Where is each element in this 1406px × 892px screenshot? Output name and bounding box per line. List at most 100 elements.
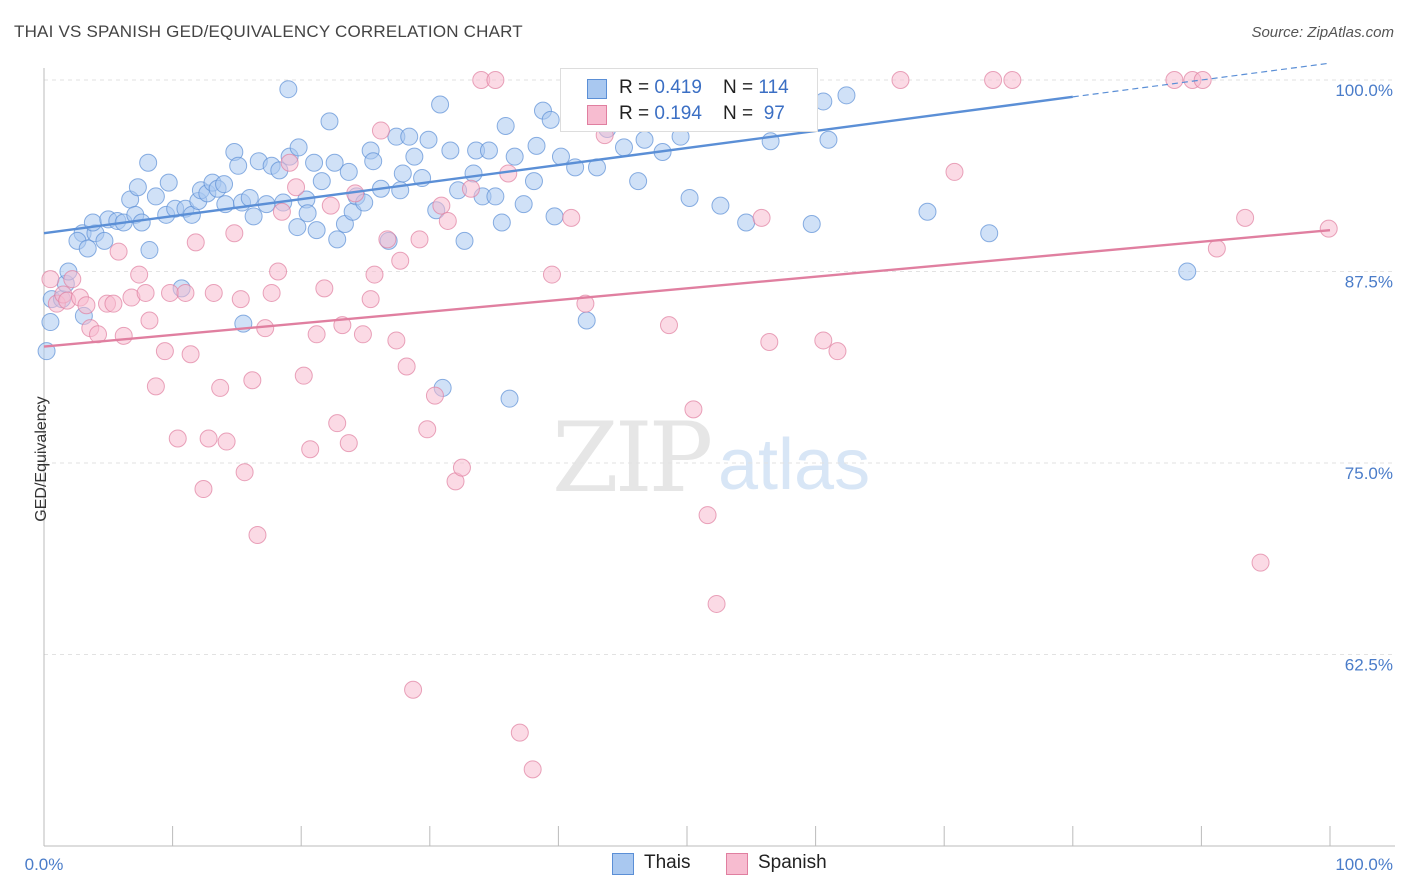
point-spanish bbox=[510, 723, 529, 742]
y-tick-label: 87.5% bbox=[1345, 273, 1393, 292]
point-spanish bbox=[1165, 71, 1184, 89]
legend-label-thais: Thais bbox=[644, 852, 691, 873]
point-spanish bbox=[410, 230, 429, 249]
legend-r-value: 0.194 bbox=[654, 103, 702, 124]
point-spanish bbox=[984, 71, 1003, 89]
point-thais bbox=[159, 173, 178, 192]
point-spanish bbox=[353, 325, 372, 344]
point-thais bbox=[229, 156, 248, 175]
legend-n-label: N = bbox=[723, 103, 759, 124]
point-spanish bbox=[523, 760, 542, 779]
legend-n-value: 97 bbox=[758, 103, 785, 124]
point-spanish bbox=[176, 283, 195, 302]
point-thais bbox=[328, 230, 347, 249]
point-thais bbox=[431, 95, 450, 114]
point-spanish bbox=[1236, 208, 1255, 227]
point-thais bbox=[289, 138, 308, 157]
point-spanish bbox=[248, 526, 267, 545]
point-spanish bbox=[280, 153, 299, 172]
point-spanish bbox=[262, 283, 281, 302]
point-spanish bbox=[418, 420, 437, 439]
point-thais bbox=[78, 239, 97, 258]
point-thais bbox=[215, 175, 234, 194]
point-spanish bbox=[231, 290, 250, 309]
point-spanish bbox=[243, 371, 262, 390]
point-spanish bbox=[77, 296, 96, 315]
point-spanish bbox=[752, 208, 771, 227]
point-spanish bbox=[136, 283, 155, 302]
point-spanish bbox=[339, 434, 358, 453]
point-spanish bbox=[307, 325, 326, 344]
source-credit: Source: ZipAtlas.com bbox=[1251, 24, 1394, 41]
point-spanish bbox=[199, 429, 218, 448]
legend-row-spanish: R = 0.194 N = 97 bbox=[561, 101, 817, 127]
point-thais bbox=[41, 313, 60, 332]
point-spanish bbox=[397, 357, 416, 376]
point-thais bbox=[240, 188, 259, 207]
y-tick-label: 62.5% bbox=[1345, 656, 1393, 675]
point-spanish bbox=[562, 208, 581, 227]
legend-swatch-thais bbox=[587, 79, 607, 99]
point-spanish bbox=[684, 400, 703, 419]
point-spanish bbox=[542, 265, 561, 284]
point-spanish bbox=[114, 326, 133, 345]
point-spanish bbox=[104, 294, 123, 313]
point-spanish bbox=[315, 279, 334, 298]
point-spanish bbox=[146, 377, 165, 396]
point-spanish bbox=[186, 233, 205, 252]
point-thais bbox=[464, 164, 483, 183]
point-spanish bbox=[321, 196, 340, 215]
point-spanish bbox=[272, 202, 291, 221]
point-spanish bbox=[109, 242, 128, 261]
trendline-spanish bbox=[43, 228, 1331, 348]
point-thais bbox=[629, 172, 648, 191]
legend-n-label: N = bbox=[723, 77, 759, 98]
point-spanish bbox=[698, 506, 717, 525]
point-thais bbox=[492, 213, 511, 232]
point-thais bbox=[441, 141, 460, 160]
point-spanish bbox=[168, 429, 187, 448]
point-spanish bbox=[452, 458, 471, 477]
y-axis-label: GED/Equivalency bbox=[33, 396, 50, 522]
chart-title: THAI VS SPANISH GED/EQUIVALENCY CORRELAT… bbox=[14, 22, 523, 41]
point-spanish bbox=[576, 294, 595, 313]
legend-row-thais: R = 0.419 N = 114 bbox=[561, 75, 817, 101]
legend-r-label: R = bbox=[619, 77, 655, 98]
point-spanish bbox=[63, 270, 82, 289]
point-spanish bbox=[161, 283, 180, 302]
point-thais bbox=[320, 112, 339, 131]
point-spanish bbox=[155, 342, 174, 361]
point-thais bbox=[819, 130, 838, 149]
point-thais bbox=[514, 195, 533, 214]
point-thais bbox=[339, 162, 358, 181]
watermark-zip: ZIP bbox=[552, 402, 713, 514]
trendline-extension-thais bbox=[1072, 62, 1331, 98]
point-spanish bbox=[707, 594, 726, 613]
point-spanish bbox=[211, 378, 230, 397]
point-thais bbox=[128, 178, 147, 197]
point-spanish bbox=[41, 270, 60, 289]
point-thais bbox=[455, 231, 474, 250]
point-spanish bbox=[235, 463, 254, 482]
point-thais bbox=[737, 213, 756, 232]
point-spanish bbox=[659, 316, 678, 335]
legend-r-label: R = bbox=[619, 103, 655, 124]
y-tick-label: 100.0% bbox=[1335, 81, 1393, 100]
trendline-thais bbox=[43, 95, 1073, 235]
point-spanish bbox=[1251, 553, 1270, 572]
point-spanish bbox=[828, 342, 847, 361]
point-spanish bbox=[461, 179, 480, 198]
point-thais bbox=[244, 207, 263, 226]
point-spanish bbox=[760, 332, 779, 351]
legend-r-value: 0.419 bbox=[654, 77, 702, 98]
x-tick-label: 0.0% bbox=[25, 855, 64, 874]
point-spanish bbox=[361, 290, 380, 309]
point-spanish bbox=[378, 230, 397, 249]
point-spanish bbox=[269, 262, 288, 281]
point-thais bbox=[400, 127, 419, 146]
point-spanish bbox=[1003, 71, 1022, 89]
point-thais bbox=[527, 136, 546, 155]
legend-swatch-spanish bbox=[726, 853, 748, 875]
point-thais bbox=[312, 172, 331, 191]
